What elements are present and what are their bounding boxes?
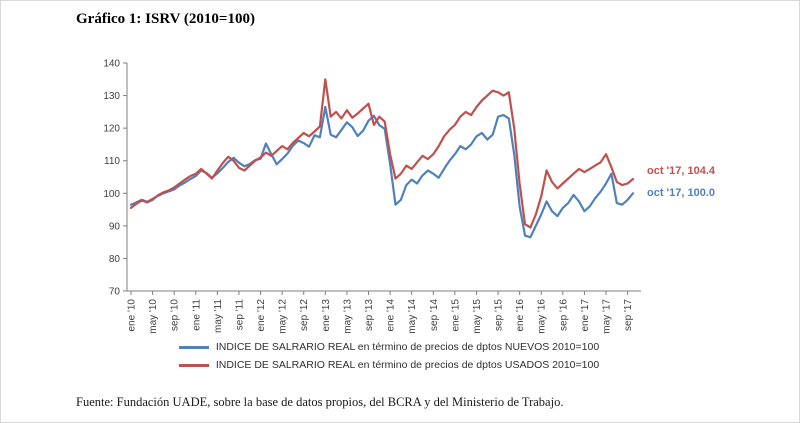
source-note: Fuente: Fundación UADE, sobre la base de… bbox=[76, 395, 564, 409]
svg-text:70: 70 bbox=[109, 287, 121, 298]
chart-title: Gráfico 1: ISRV (2010=100) bbox=[76, 11, 255, 27]
svg-text:ene '17: ene '17 bbox=[580, 299, 591, 332]
svg-text:sep '14: sep '14 bbox=[429, 299, 440, 331]
svg-text:80: 80 bbox=[109, 254, 121, 265]
svg-text:may '11: may '11 bbox=[213, 299, 224, 333]
svg-text:ene '14: ene '14 bbox=[386, 299, 397, 332]
legend-label-usados: INDICE DE SALRARIO REAL en término de pr… bbox=[215, 359, 600, 371]
svg-text:90: 90 bbox=[109, 221, 121, 232]
svg-text:may '15: may '15 bbox=[472, 299, 483, 334]
annotation-nuevos: oct '17, 100.0 bbox=[647, 187, 716, 199]
annotation-usados: oct '17, 104.4 bbox=[647, 165, 716, 177]
svg-text:130: 130 bbox=[103, 91, 120, 102]
svg-text:140: 140 bbox=[103, 59, 120, 70]
legend-label-nuevos: INDICE DE SALRARIO REAL en término de pr… bbox=[215, 341, 600, 353]
svg-text:may '17: may '17 bbox=[602, 299, 613, 334]
svg-text:ene '13: ene '13 bbox=[321, 299, 332, 332]
svg-text:sep '12: sep '12 bbox=[299, 299, 310, 331]
svg-text:sep '11: sep '11 bbox=[234, 299, 245, 331]
svg-text:120: 120 bbox=[103, 124, 120, 135]
legend-line-icon bbox=[178, 363, 209, 367]
svg-text:110: 110 bbox=[104, 156, 120, 167]
svg-text:ene '10: ene '10 bbox=[127, 299, 138, 332]
svg-text:may '13: may '13 bbox=[342, 299, 353, 334]
svg-text:ene '12: ene '12 bbox=[256, 299, 267, 332]
svg-text:sep '10: sep '10 bbox=[170, 299, 181, 331]
svg-text:sep '17: sep '17 bbox=[623, 299, 634, 331]
legend-item-usados: INDICE DE SALRARIO REAL en término de pr… bbox=[178, 359, 600, 371]
svg-text:may '16: may '16 bbox=[537, 299, 548, 334]
svg-text:sep '13: sep '13 bbox=[364, 299, 375, 331]
svg-text:may '12: may '12 bbox=[278, 299, 289, 334]
svg-text:100: 100 bbox=[103, 189, 120, 200]
svg-text:may '10: may '10 bbox=[148, 299, 159, 334]
svg-text:may '14: may '14 bbox=[407, 299, 418, 334]
svg-text:ene '15: ene '15 bbox=[450, 299, 461, 332]
svg-text:ene '11: ene '11 bbox=[191, 299, 202, 331]
line-chart: 70 80 90 100 110 120 130 140 ene '10 may '10 sep '… bbox=[103, 59, 641, 334]
svg-text:ene '16: ene '16 bbox=[515, 299, 526, 332]
legend-line-icon bbox=[178, 345, 209, 349]
chart-legend: INDICE DE SALRARIO REAL en término de pr… bbox=[89, 341, 689, 371]
svg-text:sep '15: sep '15 bbox=[494, 299, 505, 331]
legend-item-nuevos: INDICE DE SALRARIO REAL en término de pr… bbox=[178, 341, 600, 353]
svg-text:sep '16: sep '16 bbox=[558, 299, 569, 331]
